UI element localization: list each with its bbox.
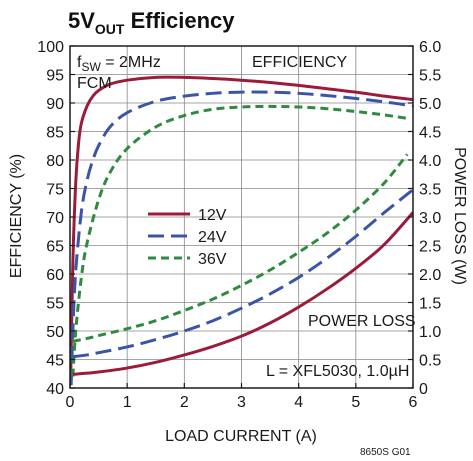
y2-tick-label: 4.5 <box>419 125 441 142</box>
y2-tick-label: 1.0 <box>419 324 441 341</box>
figure-id: 8650S G01 <box>360 447 411 458</box>
y2-tick-label: 3.0 <box>419 210 441 227</box>
y2-axis-label: POWER LOSS (W) <box>451 147 468 285</box>
chart-title: 5VOUT Efficiency <box>68 8 235 37</box>
y-tick-label: 80 <box>46 153 64 170</box>
legend: 12V 24V 36V <box>148 207 227 268</box>
efficiency-annotation: EFFICIENCY <box>252 54 347 71</box>
y-tick-label: 100 <box>37 39 64 56</box>
series-line-24v-power-loss <box>72 188 413 359</box>
y-axis-label: EFFICIENCY (%) <box>8 154 25 278</box>
y2-tick-label: 0 <box>419 381 428 398</box>
series-line-12v-efficiency <box>70 75 413 386</box>
series-line-24v-efficiency <box>70 90 413 386</box>
y-tick-label: 40 <box>46 381 64 398</box>
y-tick-label: 65 <box>46 239 64 256</box>
series-line-12v-power-loss <box>72 211 413 376</box>
y-tick-label: 95 <box>46 68 64 85</box>
series-line-36v-efficiency <box>71 104 408 377</box>
grid-lines <box>70 46 413 388</box>
y2-tick-label: 5.5 <box>419 68 441 85</box>
inductor-annotation: L = XFL5030, 1.0µH <box>266 363 409 380</box>
x-axis-label: LOAD CURRENT (A) <box>165 428 317 445</box>
y-tick-label: 50 <box>46 324 64 341</box>
y-tick-label: 90 <box>46 96 64 113</box>
y2-tick-label: 3.5 <box>419 182 441 199</box>
x-tick-label: 2 <box>180 394 189 411</box>
y-tick-label: 60 <box>46 267 64 284</box>
x-tick-label: 6 <box>409 394 418 411</box>
x-tick-label: 4 <box>294 394 303 411</box>
y2-tick-label: 5.0 <box>419 96 441 113</box>
series-line-36v-power-loss <box>72 153 409 343</box>
series-lines <box>70 75 413 386</box>
x-tick-label: 0 <box>66 394 75 411</box>
y2-tick-label: 6.0 <box>419 39 441 56</box>
legend-label-36v: 36V <box>198 251 227 268</box>
y-tick-label: 70 <box>46 210 64 227</box>
y2-tick-label: 2.0 <box>419 267 441 284</box>
legend-label-12v: 12V <box>198 207 227 224</box>
y-tick-label: 45 <box>46 353 64 370</box>
mode-label: FCM <box>77 75 112 92</box>
power-loss-annotation: POWER LOSS <box>308 313 416 330</box>
y2-tick-label: 0.5 <box>419 353 441 370</box>
y2-tick-label: 2.5 <box>419 239 441 256</box>
y2-tick-label: 4.0 <box>419 153 441 170</box>
y2-tick-label: 1.5 <box>419 296 441 313</box>
x-tick-label: 3 <box>237 394 246 411</box>
legend-label-24v: 24V <box>198 229 227 246</box>
switching-frequency-label: fSW = 2MHz <box>77 54 161 74</box>
y-tick-label: 85 <box>46 125 64 142</box>
x-tick-label: 5 <box>351 394 360 411</box>
tick-labels: 0 1 2 3 4 5 640455055606570758085909510000.51.… <box>37 39 441 411</box>
y-tick-label: 55 <box>46 296 64 313</box>
y-tick-label: 75 <box>46 182 64 199</box>
x-tick-label: 1 <box>123 394 132 411</box>
